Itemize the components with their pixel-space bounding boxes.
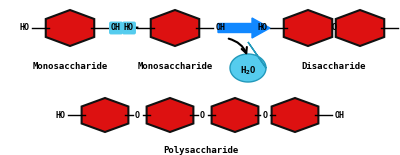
Text: HO: HO: [19, 24, 29, 33]
Text: HO: HO: [257, 24, 267, 33]
Text: +: +: [124, 18, 140, 38]
Text: OH: OH: [216, 24, 226, 33]
Text: Polysaccharide: Polysaccharide: [164, 146, 239, 155]
Text: O: O: [135, 111, 140, 120]
Polygon shape: [212, 98, 258, 132]
Text: O: O: [332, 24, 336, 33]
Polygon shape: [284, 10, 332, 46]
Text: Monosaccharide: Monosaccharide: [137, 62, 213, 71]
Text: OH: OH: [111, 24, 121, 33]
Text: OH: OH: [335, 111, 345, 120]
Polygon shape: [272, 98, 318, 132]
Polygon shape: [82, 98, 128, 132]
Polygon shape: [336, 10, 384, 46]
Text: Disaccharide: Disaccharide: [302, 62, 366, 71]
Polygon shape: [147, 98, 193, 132]
Polygon shape: [230, 42, 266, 82]
Text: HO: HO: [124, 24, 134, 33]
Text: O: O: [200, 111, 205, 120]
Polygon shape: [151, 10, 199, 46]
Text: O: O: [262, 111, 268, 120]
Polygon shape: [46, 10, 94, 46]
Text: HO: HO: [55, 111, 65, 120]
Text: Monosaccharide: Monosaccharide: [32, 62, 108, 71]
FancyArrow shape: [218, 18, 270, 38]
Text: $\mathregular{H_2O}$: $\mathregular{H_2O}$: [240, 65, 256, 77]
